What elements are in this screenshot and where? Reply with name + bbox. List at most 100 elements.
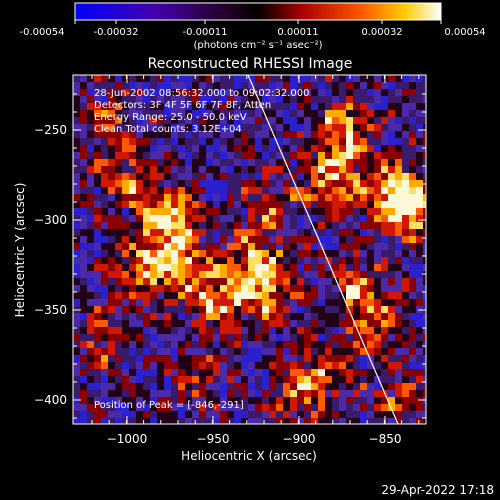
heatmap-cell xyxy=(171,82,179,90)
heatmap-cell xyxy=(241,362,249,370)
heatmap-cell xyxy=(283,362,291,370)
heatmap-cell xyxy=(353,320,361,328)
heatmap-cell xyxy=(136,75,144,83)
heatmap-cell xyxy=(73,103,81,111)
heatmap-cell xyxy=(339,201,347,209)
heatmap-cell xyxy=(87,390,95,398)
heatmap-cell xyxy=(122,397,130,405)
heatmap-cell xyxy=(374,369,382,377)
heatmap-cell xyxy=(332,348,340,356)
heatmap-cell xyxy=(164,208,172,216)
heatmap-cell xyxy=(241,215,249,223)
heatmap-cell xyxy=(171,187,179,195)
heatmap-cell xyxy=(304,285,312,293)
heatmap-cell xyxy=(241,159,249,167)
heatmap-cell xyxy=(192,229,200,237)
heatmap-cell xyxy=(150,348,158,356)
heatmap-cell xyxy=(423,404,426,412)
heatmap-cell xyxy=(423,110,426,118)
heatmap-cell xyxy=(150,187,158,195)
heatmap-cell xyxy=(381,89,389,97)
heatmap-cell xyxy=(220,369,228,377)
heatmap-cell xyxy=(290,236,298,244)
heatmap-cell xyxy=(311,383,319,391)
heatmap-cell xyxy=(108,201,116,209)
heatmap-cell xyxy=(143,187,151,195)
heatmap-cell xyxy=(374,348,382,356)
heatmap-cell xyxy=(164,264,172,272)
heatmap-cell xyxy=(304,243,312,251)
heatmap-cell xyxy=(129,327,137,335)
heatmap-cell xyxy=(129,376,137,384)
heatmap-cell xyxy=(220,215,228,223)
heatmap-cell xyxy=(255,355,263,363)
heatmap-cell xyxy=(248,229,256,237)
heatmap-cell xyxy=(220,201,228,209)
heatmap-cell xyxy=(304,383,312,391)
heatmap-cell xyxy=(332,299,340,307)
heatmap-cell xyxy=(318,362,326,370)
heatmap-cell xyxy=(199,103,207,111)
heatmap-cell xyxy=(73,264,81,272)
heatmap-cell xyxy=(185,187,193,195)
heatmap-cell xyxy=(94,355,102,363)
heatmap-cell xyxy=(367,404,375,412)
heatmap-cell xyxy=(241,264,249,272)
heatmap-cell xyxy=(220,411,228,419)
heatmap-cell xyxy=(87,131,95,139)
heatmap-cell xyxy=(248,285,256,293)
heatmap-cell xyxy=(143,215,151,223)
plot-title: Reconstructed RHESSI Image xyxy=(148,56,353,72)
heatmap-cell xyxy=(346,110,354,118)
heatmap-cell xyxy=(171,208,179,216)
heatmap-cell xyxy=(213,376,221,384)
heatmap-cell xyxy=(409,159,417,167)
heatmap-cell xyxy=(150,117,158,125)
heatmap-cell xyxy=(416,362,424,370)
heatmap-cell xyxy=(402,334,410,342)
heatmap-cell xyxy=(318,264,326,272)
heatmap-cell xyxy=(185,131,193,139)
heatmap-cell xyxy=(311,236,319,244)
heatmap-cell xyxy=(157,201,165,209)
heatmap-cell xyxy=(290,173,298,181)
heatmap-cell xyxy=(276,208,284,216)
heatmap-cell xyxy=(339,82,347,90)
heatmap-cell xyxy=(94,229,102,237)
heatmap-cell xyxy=(388,110,396,118)
heatmap-cell xyxy=(283,397,291,405)
heatmap-cell xyxy=(94,145,102,153)
heatmap-cell xyxy=(185,159,193,167)
heatmap-cell xyxy=(381,397,389,405)
heatmap-cell xyxy=(409,285,417,293)
heatmap-cell xyxy=(423,194,426,202)
heatmap-cell xyxy=(101,201,109,209)
heatmap-cell xyxy=(318,89,326,97)
heatmap-cell xyxy=(283,327,291,335)
heatmap-cell xyxy=(185,89,193,97)
heatmap-cell xyxy=(143,397,151,405)
heatmap-cell xyxy=(423,397,426,405)
heatmap-cell xyxy=(157,320,165,328)
heatmap-cell xyxy=(269,362,277,370)
heatmap-cell xyxy=(416,236,424,244)
heatmap-cell xyxy=(402,222,410,230)
heatmap-cell xyxy=(199,215,207,223)
heatmap-cell xyxy=(136,117,144,125)
heatmap-cell xyxy=(388,124,396,132)
heatmap-cell xyxy=(115,376,123,384)
heatmap-cell xyxy=(178,369,186,377)
heatmap-cell xyxy=(73,89,81,97)
heatmap-cell xyxy=(129,404,137,412)
heatmap-cell xyxy=(297,285,305,293)
heatmap-cell xyxy=(136,159,144,167)
heatmap-cell xyxy=(73,187,81,195)
heatmap-cell xyxy=(150,229,158,237)
heatmap-cell xyxy=(388,152,396,160)
heatmap-cell xyxy=(423,145,426,153)
heatmap-cell xyxy=(297,138,305,146)
heatmap-cell xyxy=(136,194,144,202)
heatmap-cell xyxy=(297,236,305,244)
heatmap-cell xyxy=(150,124,158,132)
